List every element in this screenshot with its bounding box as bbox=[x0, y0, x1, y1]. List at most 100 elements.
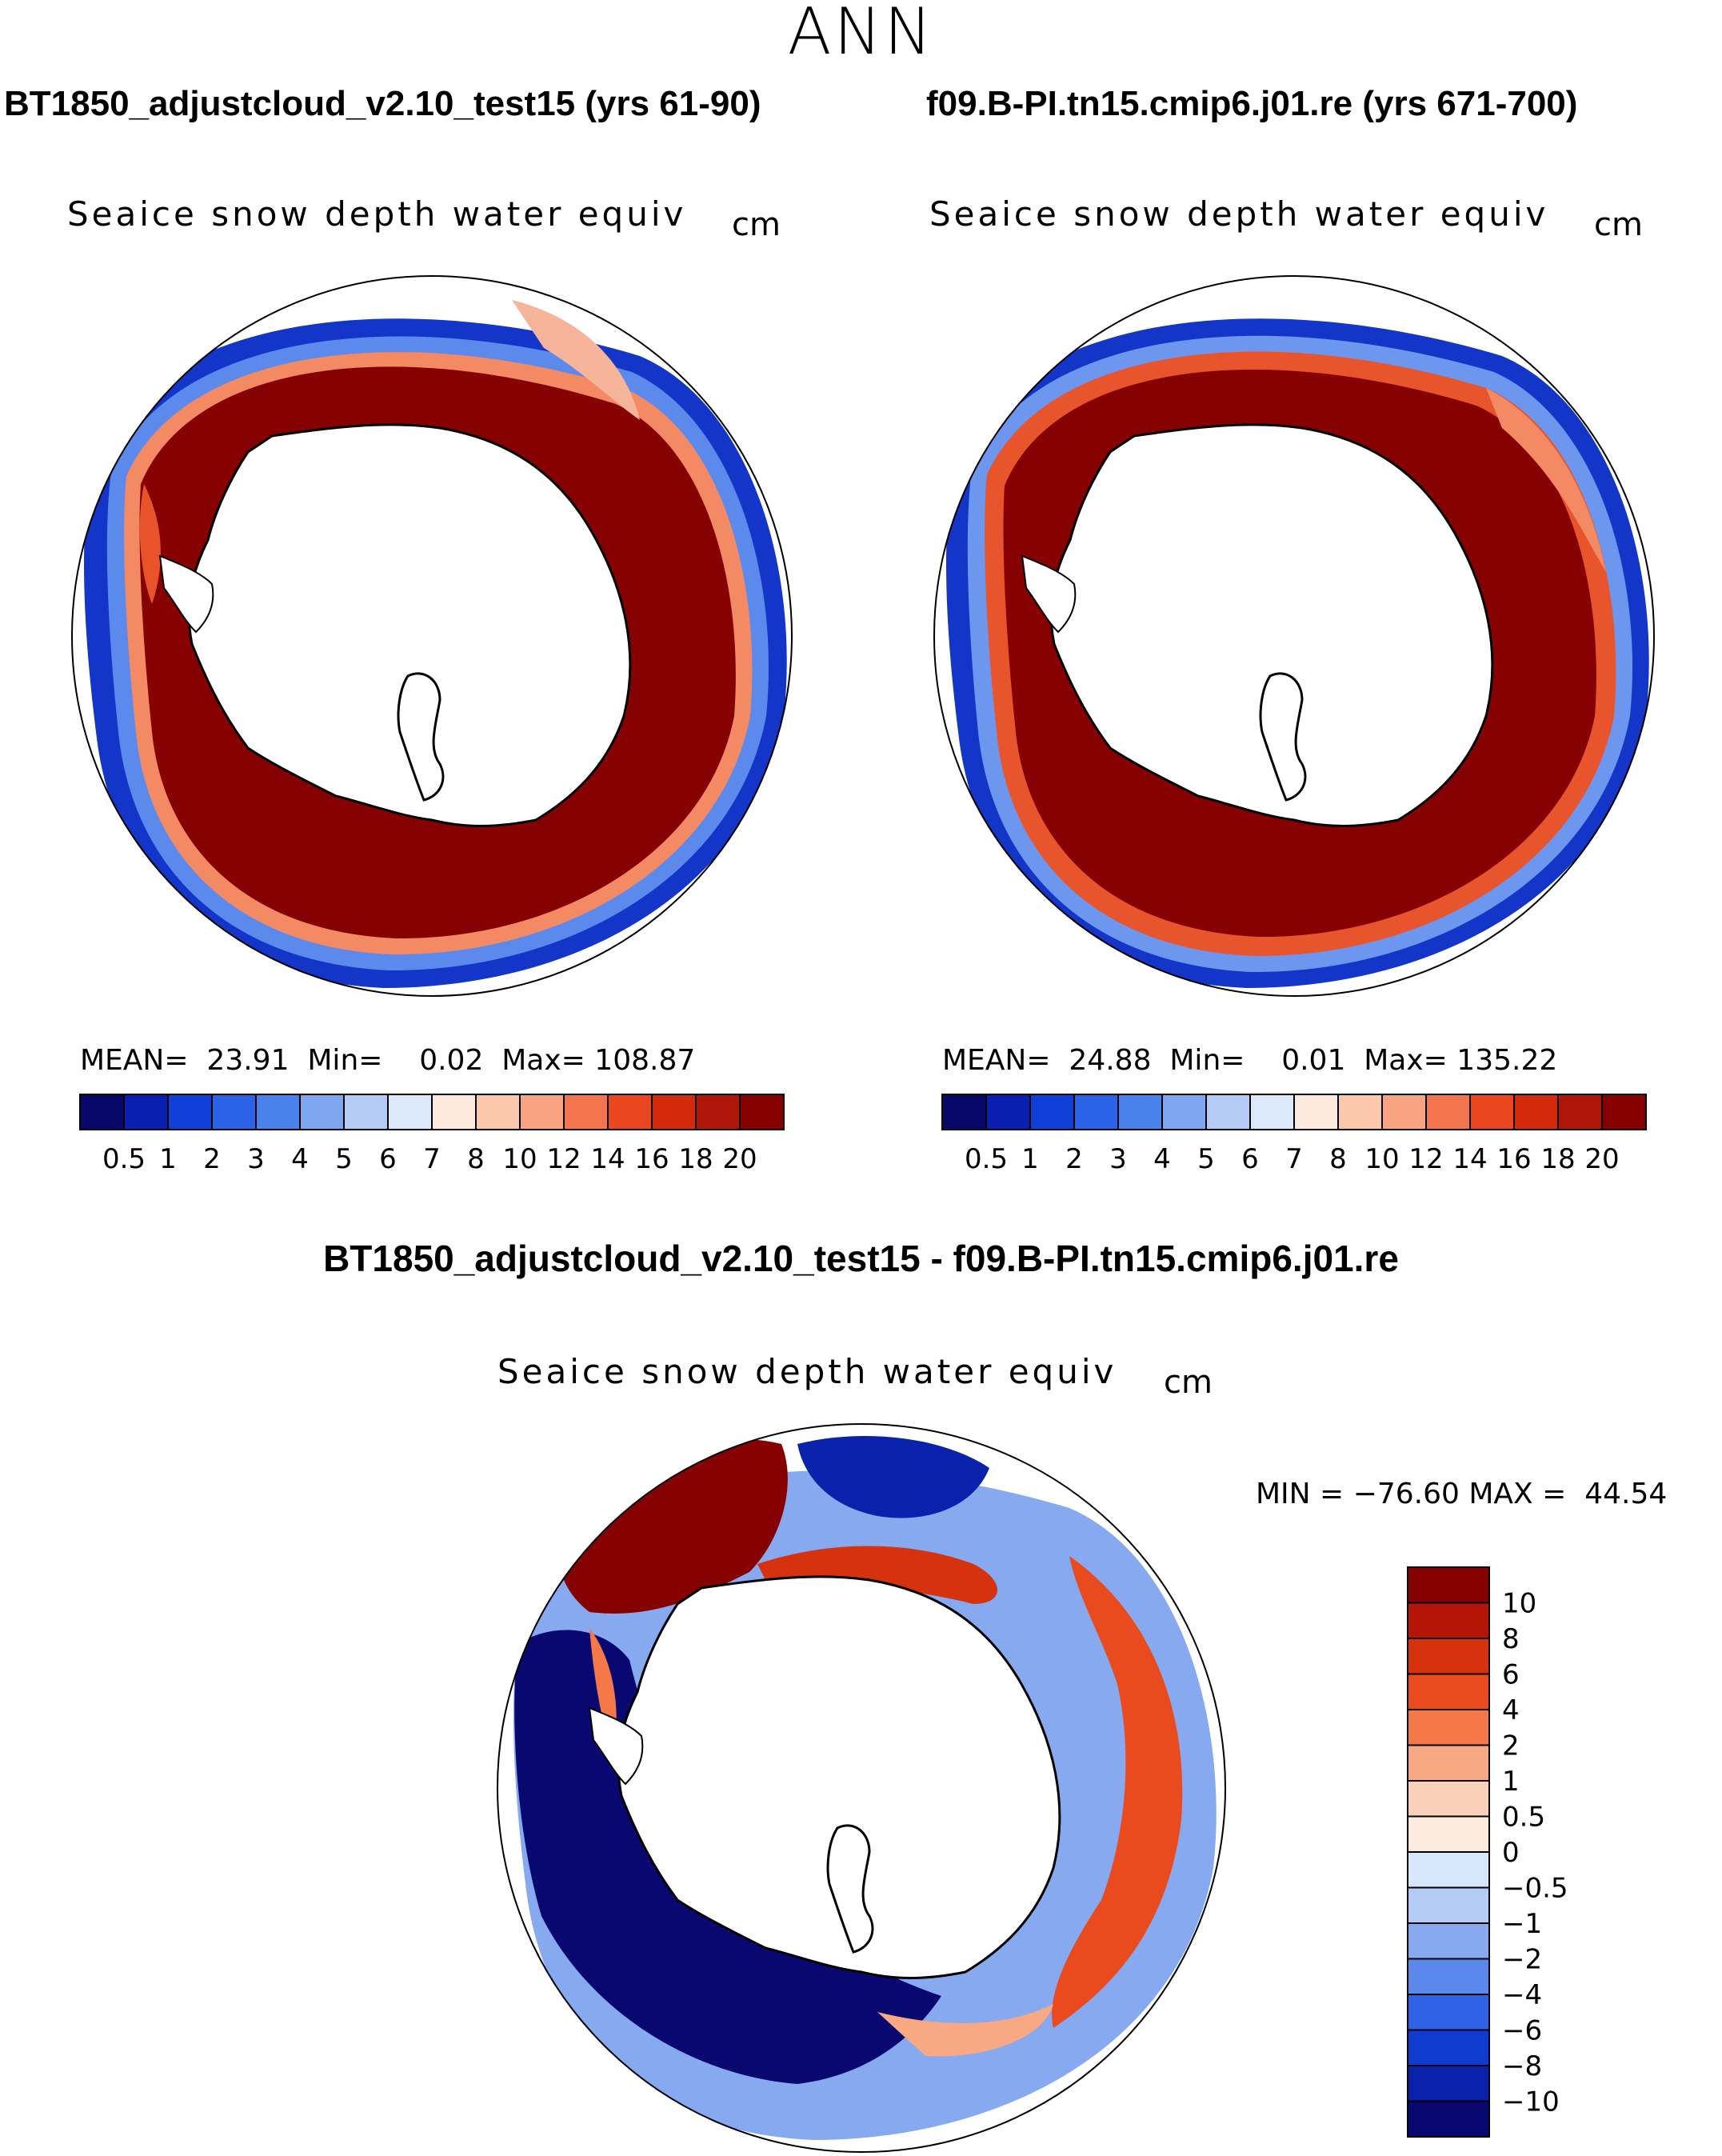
left-colorbar-label: 4 bbox=[291, 1143, 309, 1175]
diff-polar-map bbox=[497, 1423, 1226, 2153]
right-colorbar-label: 8 bbox=[1329, 1143, 1347, 1175]
right-min-label: Min= bbox=[1169, 1044, 1245, 1077]
right-colorbar-box bbox=[1117, 1094, 1163, 1130]
left-colorbar-label: 5 bbox=[335, 1143, 353, 1175]
right-colorbar-box bbox=[1601, 1094, 1647, 1130]
left-colorbar-box bbox=[387, 1094, 433, 1130]
right-colorbar-box bbox=[1161, 1094, 1207, 1130]
left-colorbar-box bbox=[123, 1094, 169, 1130]
left-colorbar-label: 3 bbox=[247, 1143, 265, 1175]
left-colorbar: 0.5 1 2 3 4 5 6 7 8 10 12 14 16 18 20 bbox=[79, 1094, 785, 1175]
diff-colorbar-box bbox=[1407, 1673, 1490, 1710]
season-title: ANN bbox=[787, 0, 935, 69]
left-colorbar-box bbox=[79, 1094, 125, 1130]
left-polar-map bbox=[71, 275, 793, 997]
diff-colorbar-label: −10 bbox=[1502, 2086, 1560, 2118]
diff-colorbar-box bbox=[1407, 1922, 1490, 1960]
left-colorbar-box bbox=[695, 1094, 741, 1130]
diff-colorbar-label: 4 bbox=[1502, 1694, 1520, 1726]
right-colorbar-box bbox=[1293, 1094, 1339, 1130]
diff-colorbar-label: −8 bbox=[1502, 2050, 1542, 2082]
diff-colorbar-box bbox=[1407, 2029, 1490, 2066]
left-colorbar-box bbox=[167, 1094, 213, 1130]
diff-colorbar-box bbox=[1407, 1994, 1490, 2031]
left-colorbar-label: 12 bbox=[546, 1143, 581, 1175]
right-colorbar-label: 0.5 bbox=[965, 1143, 1008, 1175]
left-colorbar-box bbox=[255, 1094, 301, 1130]
right-max-label: Max= bbox=[1364, 1044, 1448, 1077]
right-colorbar: 0.5 1 2 3 4 5 6 7 8 10 12 14 16 18 20 bbox=[941, 1094, 1647, 1175]
left-variable-title: Seaice snow depth water equiv bbox=[67, 194, 687, 234]
left-colorbar-label: 10 bbox=[502, 1143, 537, 1175]
right-colorbar-label: 2 bbox=[1065, 1143, 1083, 1175]
diff-colorbar-box bbox=[1407, 1958, 1490, 1995]
diff-colorbar-label: 6 bbox=[1502, 1659, 1520, 1691]
right-colorbar-label: 12 bbox=[1408, 1143, 1443, 1175]
left-min-label: Min= bbox=[307, 1044, 383, 1077]
left-colorbar-box bbox=[431, 1094, 477, 1130]
diff-colorbar-box bbox=[1407, 1815, 1490, 1853]
left-case-title: BT1850_adjustcloud_v2.10_test15 (yrs 61-… bbox=[4, 84, 761, 123]
left-colorbar-box bbox=[563, 1094, 609, 1130]
right-colorbar-box bbox=[1381, 1094, 1427, 1130]
diff-colorbar-label: 10 bbox=[1502, 1588, 1536, 1620]
left-max-value: 108.87 bbox=[594, 1044, 696, 1077]
right-colorbar-label: 1 bbox=[1021, 1143, 1039, 1175]
diff-variable-title: Seaice snow depth water equiv bbox=[497, 1352, 1117, 1391]
left-colorbar-box bbox=[475, 1094, 521, 1130]
diff-colorbar-box bbox=[1407, 1638, 1490, 1675]
diff-case-title: BT1850_adjustcloud_v2.10_test15 - f09.B-… bbox=[323, 1238, 1399, 1279]
left-map-boundary bbox=[71, 275, 793, 997]
diff-units: cm bbox=[1164, 1364, 1213, 1401]
right-colorbar-box bbox=[1469, 1094, 1515, 1130]
right-max-value: 135.22 bbox=[1456, 1044, 1558, 1077]
diff-colorbar-label: −1 bbox=[1502, 1908, 1542, 1940]
diff-colorbar-box bbox=[1407, 1566, 1490, 1604]
diff-colorbar-box bbox=[1407, 1602, 1490, 1639]
diff-colorbar-label: −2 bbox=[1502, 1944, 1542, 1976]
right-colorbar-box bbox=[1425, 1094, 1471, 1130]
diff-colorbar-label: 8 bbox=[1502, 1623, 1520, 1655]
right-colorbar-box bbox=[1073, 1094, 1119, 1130]
right-mean-label: MEAN= bbox=[942, 1044, 1051, 1077]
left-colorbar-label: 14 bbox=[590, 1143, 625, 1175]
right-colorbar-label: 18 bbox=[1540, 1143, 1575, 1175]
left-colorbar-box bbox=[739, 1094, 785, 1130]
left-colorbar-label: 8 bbox=[467, 1143, 485, 1175]
diff-colorbar: 108 64 2 1 0.50 −0.5−1 −2−4 −6−8 −10 bbox=[1407, 1566, 1568, 2138]
diff-min-label: MIN = bbox=[1256, 1478, 1344, 1510]
left-colorbar-box bbox=[343, 1094, 389, 1130]
left-stats: MEAN= 23.91 Min= 0.02 Max= 108.87 bbox=[80, 1044, 695, 1077]
left-colorbar-box bbox=[519, 1094, 565, 1130]
diff-colorbar-label: 2 bbox=[1502, 1730, 1520, 1762]
right-colorbar-box bbox=[1029, 1094, 1075, 1130]
diff-colorbar-label: 0.5 bbox=[1502, 1802, 1545, 1834]
right-min-value: 0.01 bbox=[1281, 1044, 1346, 1077]
left-colorbar-label: 2 bbox=[203, 1143, 221, 1175]
right-colorbar-label: 5 bbox=[1197, 1143, 1215, 1175]
right-colorbar-box bbox=[1337, 1094, 1383, 1130]
left-colorbar-box bbox=[607, 1094, 653, 1130]
right-colorbar-label: 4 bbox=[1153, 1143, 1171, 1175]
left-colorbar-box bbox=[211, 1094, 257, 1130]
right-colorbar-label: 6 bbox=[1241, 1143, 1259, 1175]
right-colorbar-label: 14 bbox=[1452, 1143, 1487, 1175]
diff-min-value: −76.60 bbox=[1352, 1478, 1460, 1510]
diff-colorbar-box bbox=[1407, 2100, 1490, 2138]
diff-colorbar-label: 0 bbox=[1502, 1837, 1520, 1869]
diff-colorbar-label: 1 bbox=[1502, 1766, 1520, 1798]
diff-max-label: MAX = bbox=[1468, 1478, 1567, 1510]
diff-colorbar-box bbox=[1407, 2065, 1490, 2102]
left-colorbar-box bbox=[651, 1094, 697, 1130]
right-map-field bbox=[934, 276, 1654, 996]
right-stats: MEAN= 24.88 Min= 0.01 Max= 135.22 bbox=[942, 1044, 1557, 1077]
diff-colorbar-label: −4 bbox=[1502, 1979, 1542, 2011]
right-colorbar-label: 16 bbox=[1496, 1143, 1531, 1175]
right-units: cm bbox=[1594, 206, 1643, 243]
right-colorbar-box bbox=[985, 1094, 1031, 1130]
diff-colorbar-box bbox=[1407, 1744, 1490, 1782]
right-case-title: f09.B-PI.tn15.cmip6.j01.re (yrs 671-700) bbox=[926, 84, 1578, 123]
right-colorbar-box bbox=[1513, 1094, 1559, 1130]
left-colorbar-label: 1 bbox=[159, 1143, 177, 1175]
left-colorbar-label: 7 bbox=[423, 1143, 441, 1175]
